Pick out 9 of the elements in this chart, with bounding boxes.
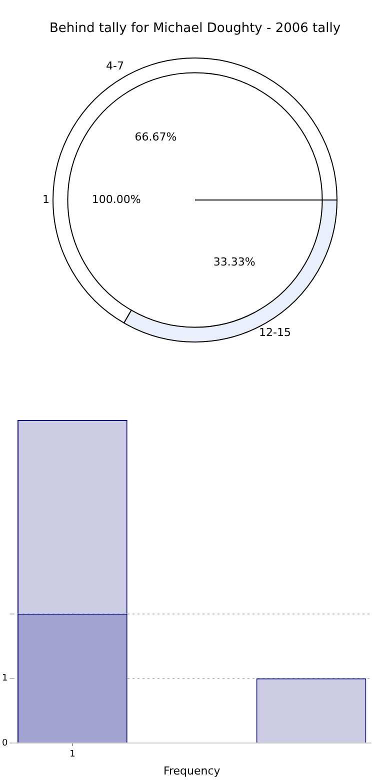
chart-title: Behind tally for Michael Doughty - 2006 tally	[48, 21, 342, 36]
x-axis-title: Frequency	[163, 764, 221, 778]
slice-label: 1	[42, 192, 50, 206]
y-tick-label: 0	[2, 738, 8, 748]
data-label: 100.00%	[92, 192, 141, 206]
data-label: 66.67%	[134, 130, 177, 144]
slice-label: 12-15	[259, 326, 291, 340]
data-label: 33.33%	[213, 255, 256, 268]
slice-label: 4-7	[106, 59, 124, 72]
